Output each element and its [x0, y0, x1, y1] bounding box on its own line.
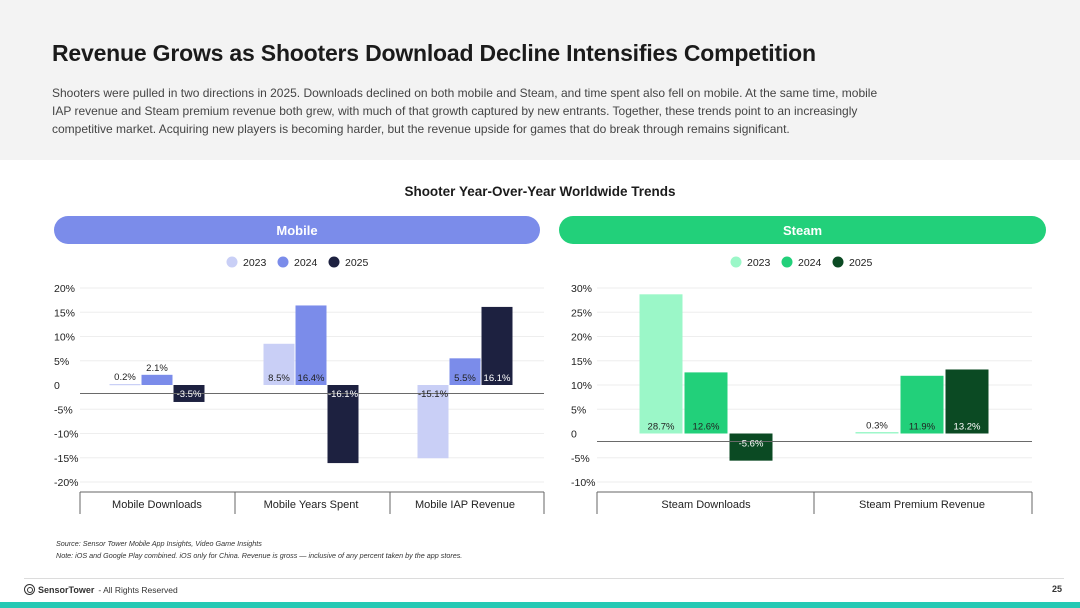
chart-title: Shooter Year-Over-Year Worldwide Trends — [404, 184, 676, 199]
steam-y-tick-label: -10% — [571, 477, 596, 489]
steam-bar — [639, 294, 683, 434]
mobile-bar — [141, 374, 173, 385]
steam-data-label: 11.9% — [909, 422, 936, 433]
mobile-legend-label: 2024 — [294, 257, 318, 269]
mobile-bar — [109, 384, 141, 386]
trends-chart: 2023 2024 2025 20% 15% 10% 5% 0 -5% -10% -15% -20% 0… — [54, 256, 1033, 514]
steam-bar — [729, 433, 773, 461]
mobile-y-tick-label: 20% — [54, 283, 75, 295]
header-background — [0, 0, 1080, 160]
mobile-bar — [481, 306, 513, 385]
steam-legend-label: 2023 — [747, 257, 771, 269]
sensor-tower-logo-icon — [24, 584, 35, 595]
steam-data-label: 12.6% — [693, 422, 720, 433]
mobile-legend-swatch — [328, 256, 340, 268]
brand-name: SensorTower — [38, 584, 95, 595]
page-number: 25 — [1051, 584, 1062, 594]
mobile-bar — [327, 385, 359, 464]
steam-y-tick-label: 10% — [571, 380, 592, 392]
data-note: Note: iOS and Google Play combined. iOS … — [56, 551, 463, 560]
mobile-bar — [449, 358, 481, 385]
steam-panel-header: Steam — [559, 216, 1046, 244]
footnote: Source: Sensor Tower Mobile App Insights… — [56, 538, 462, 562]
mobile-data-label: -15.1% — [418, 389, 449, 400]
steam-y-tick-label: 5% — [571, 404, 586, 416]
steam-y-tick-label: 20% — [571, 332, 592, 344]
steam-data-label: 13.2% — [954, 422, 981, 433]
page-title: Revenue Grows as Shooters Download Decli… — [52, 40, 816, 66]
steam-bar — [855, 432, 899, 434]
mobile-legend-swatch — [226, 256, 238, 268]
mobile-category-label: Mobile IAP Revenue — [415, 499, 515, 511]
steam-legend-swatch — [730, 256, 742, 268]
steam-bar — [684, 372, 728, 434]
mobile-legend-swatch — [277, 256, 289, 268]
bottom-accent-bar — [0, 602, 1080, 608]
mobile-y-tick-label: 15% — [54, 307, 75, 319]
mobile-data-label: 16.4% — [298, 373, 325, 384]
mobile-bar — [417, 385, 449, 459]
mobile-y-tick-label: 0 — [54, 380, 60, 392]
source-note: Source: Sensor Tower Mobile App Insights… — [56, 539, 262, 548]
steam-legend-label: 2024 — [798, 257, 822, 269]
mobile-data-label: -16.1% — [328, 389, 359, 400]
mobile-category-label: Mobile Years Spent — [264, 499, 359, 511]
mobile-data-label: -3.5% — [177, 389, 202, 400]
mobile-data-label: 0.2% — [114, 372, 136, 383]
mobile-y-tick-label: -5% — [54, 404, 73, 416]
mobile-data-label: 5.5% — [454, 373, 476, 384]
steam-category-label: Steam Premium Revenue — [859, 499, 985, 511]
steam-data-label: -5.6% — [739, 439, 764, 450]
mobile-panel-header: Mobile — [54, 216, 540, 244]
steam-y-tick-label: 25% — [571, 307, 592, 319]
steam-bar — [900, 375, 944, 434]
mobile-data-label: 16.1% — [484, 373, 511, 384]
steam-y-tick-label: 0 — [571, 429, 577, 441]
steam-y-tick-label: -5% — [571, 453, 590, 465]
steam-legend-swatch — [781, 256, 793, 268]
mobile-category-label: Mobile Downloads — [112, 499, 202, 511]
steam-bar — [945, 369, 989, 434]
page-description: Shooters were pulled in two directions i… — [52, 86, 878, 136]
mobile-y-tick-label: 10% — [54, 332, 75, 344]
footer-brand: SensorTower - All Rights Reserved — [24, 584, 178, 595]
mobile-y-tick-label: -10% — [54, 429, 79, 441]
mobile-legend-label: 2023 — [243, 257, 267, 269]
steam-y-tick-label: 30% — [571, 283, 592, 295]
steam-data-label: 0.3% — [866, 421, 888, 432]
steam-legend-label: 2025 — [849, 257, 873, 269]
footer-divider — [24, 578, 1064, 579]
mobile-data-label: 8.5% — [268, 373, 290, 384]
mobile-y-tick-label: 5% — [54, 356, 69, 368]
mobile-y-tick-label: -15% — [54, 453, 79, 465]
mobile-legend-label: 2025 — [345, 257, 369, 269]
steam-y-tick-label: 15% — [571, 356, 592, 368]
mobile-bar — [263, 343, 295, 385]
steam-legend-swatch — [832, 256, 844, 268]
mobile-data-label: 2.1% — [146, 363, 168, 374]
mobile-y-tick-label: -20% — [54, 477, 79, 489]
steam-data-label: 28.7% — [648, 422, 675, 433]
rights-text: - All Rights Reserved — [98, 584, 178, 595]
steam-category-label: Steam Downloads — [661, 499, 751, 511]
mobile-bar — [295, 305, 327, 385]
